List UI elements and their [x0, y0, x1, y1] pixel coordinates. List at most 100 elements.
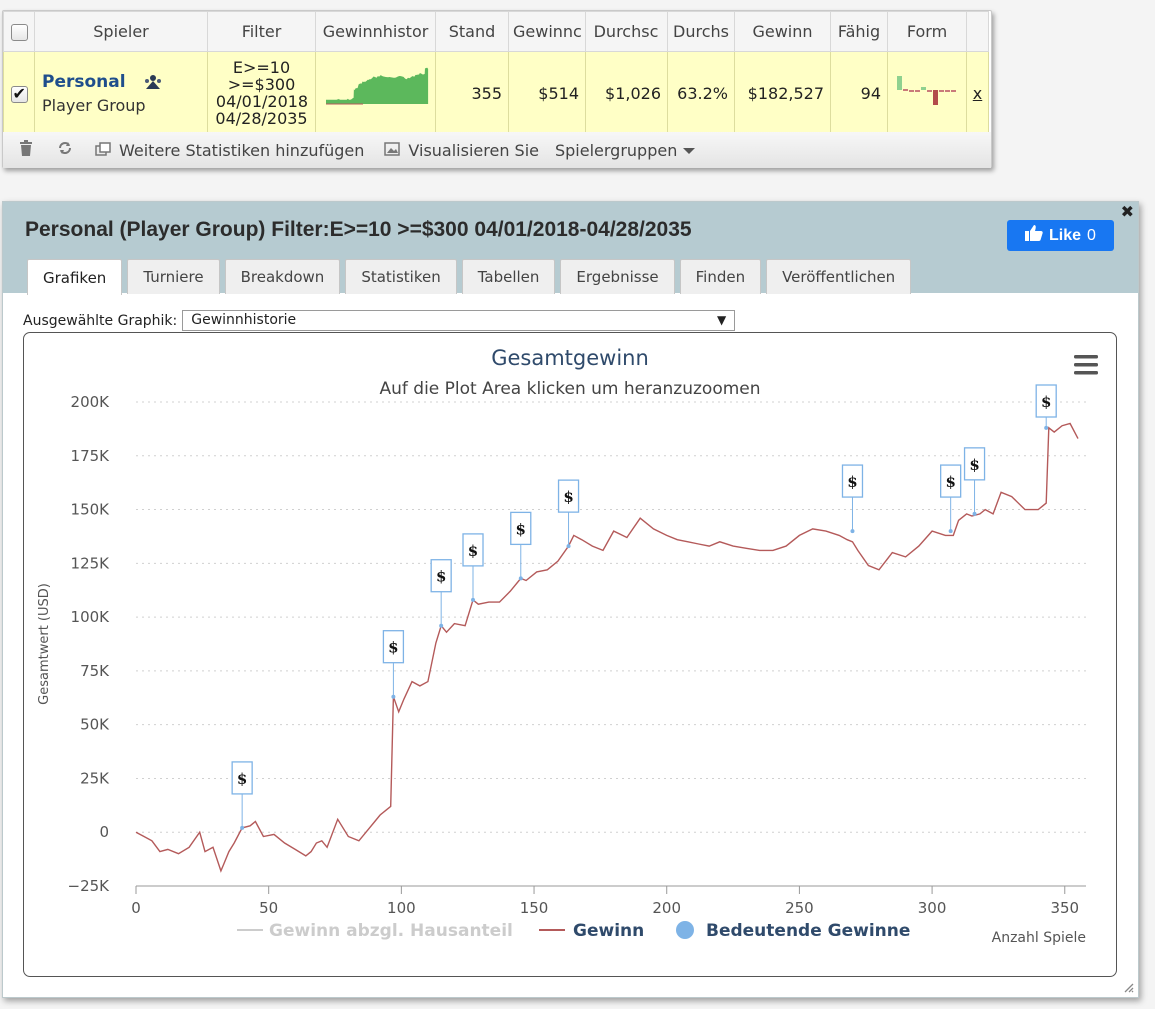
y-tick-label: 175K: [71, 447, 111, 465]
flag-box: [1035, 384, 1057, 418]
flag-box: [382, 630, 405, 664]
win-history-sparkline-cell[interactable]: [315, 51, 436, 135]
player-groups-label: Spielergruppen: [554, 140, 678, 160]
player-stats-panel: Spieler Filter Gewinnhistor Stand Gewinn…: [2, 10, 992, 168]
significant-win-flag[interactable]: $: [510, 511, 532, 581]
col-header-durchs[interactable]: Durchs: [667, 11, 735, 52]
x-tick-label: 150: [520, 899, 549, 917]
x-tick-label: 100: [387, 899, 416, 917]
col-header-gewinnc[interactable]: Gewinnс: [508, 11, 586, 52]
tab-tabellen[interactable]: Tabellen: [461, 259, 556, 294]
col-header-stand[interactable]: Stand: [435, 11, 509, 52]
tab-veroeffentlichen[interactable]: Veröffentlichen: [766, 259, 912, 294]
significant-win-flag[interactable]: $: [382, 630, 405, 699]
detail-title: Personal (Player Group) Filter:E>=10 >=$…: [25, 218, 692, 241]
significant-win-point: [972, 511, 977, 516]
chart-menu-icon[interactable]: [1074, 355, 1098, 375]
x-tick-label: 0: [131, 899, 141, 917]
chart-legend: Gewinn abzgl. Hausanteil Gewinn Bedeutende…: [237, 921, 910, 941]
row-select-cell[interactable]: [3, 51, 35, 135]
tab-ergebnisse[interactable]: Ergebnisse: [560, 259, 675, 294]
form-cell: [887, 51, 967, 135]
table-toolbar: Weitere Statistiken hinzufügen Visualisi…: [3, 132, 991, 168]
flag-box: [841, 464, 864, 498]
col-header-spieler[interactable]: Spieler: [34, 11, 208, 52]
legend-item-gewinn-abzgl: Gewinn abzgl. Hausanteil: [269, 921, 513, 941]
significant-win-flag[interactable]: $: [940, 464, 962, 534]
chart-title: Gesamtgewinn: [491, 346, 649, 370]
col-header-faehig[interactable]: Fähig: [830, 11, 888, 52]
win-history-sparkline: [326, 67, 429, 105]
resize-handle-icon[interactable]: [1122, 981, 1134, 993]
add-stats-icon[interactable]: [95, 141, 111, 160]
legend-symbol: [676, 921, 694, 939]
select-all-checkbox[interactable]: [10, 24, 28, 41]
tab-grafiken[interactable]: Grafiken: [27, 259, 123, 295]
filter-cell: E>=10 >=$300 04/01/2018 04/28/2035: [207, 51, 316, 135]
menu-bar: [1074, 371, 1098, 375]
col-header-gewinnc-label: Gewinnс: [513, 22, 581, 41]
graph-select[interactable]: Gewinnhistorie ▼: [182, 310, 736, 331]
close-icon[interactable]: ✖: [1120, 202, 1134, 221]
filter-line: 04/28/2035: [215, 109, 308, 128]
form-bar: [933, 90, 938, 105]
menu-bar: [1074, 363, 1098, 367]
tab-finden[interactable]: Finden: [679, 259, 762, 294]
select-all-header[interactable]: [3, 11, 35, 52]
add-stats-button[interactable]: Weitere Statistiken hinzufügen: [119, 140, 365, 160]
image-icon[interactable]: [384, 141, 401, 160]
form-sparkbar: [897, 76, 956, 105]
flag-box: [231, 761, 253, 795]
significant-win-flag[interactable]: $: [1035, 384, 1057, 430]
dollar-icon: $: [436, 568, 446, 586]
significant-win-flag[interactable]: $: [557, 479, 580, 549]
significant-win-flag[interactable]: $: [430, 559, 452, 628]
x-axis-title: Anzahl Spiele: [992, 930, 1086, 946]
legend-item-bedeutende-gewinne: Bedeutende Gewinne: [706, 921, 910, 941]
legend-item-gewinn: Gewinn: [573, 921, 644, 941]
form-bar: [951, 90, 956, 92]
col-header-form[interactable]: Form: [887, 11, 967, 52]
significant-win-flag[interactable]: $: [462, 533, 484, 602]
trash-icon[interactable]: [19, 140, 33, 160]
y-tick-label: 50K: [80, 716, 110, 734]
chart-container[interactable]: Gesamtgewinn Auf die Plot Area klicken um…: [23, 332, 1117, 977]
refresh-icon[interactable]: [57, 140, 73, 160]
x-tick-label: 200: [652, 899, 681, 917]
significant-win-flag[interactable]: $: [231, 761, 253, 830]
graph-select-label: Ausgewählte Graphik:: [23, 312, 178, 329]
significant-win-point: [518, 576, 523, 581]
y-tick-label: 150K: [71, 501, 111, 519]
player-groups-dropdown[interactable]: Spielergruppen: [554, 140, 696, 160]
remove-row-link[interactable]: x: [966, 51, 989, 135]
tab-statistiken[interactable]: Statistiken: [345, 259, 457, 294]
dollar-icon: $: [516, 520, 526, 538]
significant-win-flag[interactable]: $: [963, 447, 986, 516]
significant-win-flag[interactable]: $: [841, 464, 864, 534]
win-history-chart[interactable]: Gesamtgewinn Auf die Plot Area klicken um…: [24, 333, 1116, 976]
visualize-button[interactable]: Visualisieren Sie: [408, 140, 539, 160]
chart-subtitle: Auf die Plot Area klicken um heranzuzoom…: [379, 379, 760, 399]
dollar-icon: $: [1041, 393, 1051, 411]
form-bar: [909, 90, 914, 92]
significant-win-point: [566, 544, 571, 549]
x-tick-label: 250: [785, 899, 814, 917]
y-tick-label: 100K: [71, 608, 111, 626]
dollar-icon: $: [969, 456, 979, 474]
like-label: Like: [1049, 226, 1082, 244]
player-cell: Personal Player Group: [34, 51, 208, 135]
row-checkbox[interactable]: [10, 84, 28, 103]
player-name-link[interactable]: Personal: [42, 71, 126, 92]
player-stats-table: Spieler Filter Gewinnhistor Stand Gewinn…: [3, 11, 989, 135]
col-header-durchsc[interactable]: Durchsc: [585, 11, 668, 52]
form-bar: [945, 90, 950, 92]
gewinn-cell: $182,527: [734, 51, 831, 135]
facebook-like-button[interactable]: Like 0: [1007, 220, 1114, 251]
col-header-gewinn[interactable]: Gewinn: [734, 11, 831, 52]
col-header-filter[interactable]: Filter: [207, 11, 316, 52]
series-line-gewinn: [135, 422, 1079, 873]
tab-breakdown[interactable]: Breakdown: [224, 259, 341, 294]
tab-turniere[interactable]: Turniere: [127, 259, 220, 294]
col-header-gewinnhistorie[interactable]: Gewinnhistor: [315, 11, 436, 52]
sparkline-area: [326, 67, 429, 104]
